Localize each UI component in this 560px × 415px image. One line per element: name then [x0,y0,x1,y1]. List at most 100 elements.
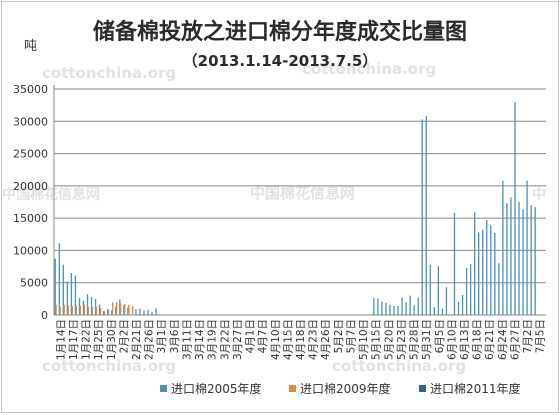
bar-进口棉2009年度 [71,305,73,315]
legend-item-2005: 进口棉2005年度 [160,380,262,397]
y-tick-label: 25000 [13,148,48,161]
bar-进口棉2005年度 [103,311,105,315]
bar-进口棉2005年度 [469,263,472,315]
x-tick-label: 5月2日 [333,319,345,353]
x-tick-label: 2月2日 [118,319,130,353]
x-tick-label: 6月10日 [446,319,458,360]
bar-进口棉2005年度 [151,311,153,315]
bar-进口棉2009年度 [59,306,61,315]
bar-进口棉2009年度 [103,311,106,315]
bar-进口棉2005年度 [453,212,456,315]
x-tick-label: 3月14日 [194,319,206,360]
x-tick-label: 4月26日 [320,319,332,360]
y-tick-label: 30000 [13,115,48,128]
bar-进口棉2005年度 [490,225,492,315]
bar-进口棉2005年度 [98,304,101,315]
legend-item-2009: 进口棉2009年度 [289,380,391,397]
bar-进口棉2005年度 [94,298,97,315]
bar-进口棉2005年度 [465,267,468,315]
bar-进口棉2005年度 [429,264,431,315]
x-tick-label: 7月2日 [522,319,534,353]
bar-进口棉2005年度 [421,119,423,315]
bar-进口棉2005年度 [54,258,56,315]
bar-进口棉2005年度 [70,273,73,315]
x-tick-label: 3月27日 [232,319,244,360]
x-tick-label: 6月5日 [434,319,446,353]
x-tick-label: 3月11日 [182,319,194,360]
x-tick-label: 5月28日 [409,319,421,360]
y-tick-label: 35000 [13,83,48,96]
bar-进口棉2009年度 [75,305,77,315]
y-tick-label: 15000 [13,212,48,225]
x-tick-label: 3月19日 [207,319,219,360]
legend-label-2011: 进口棉2011年度 [430,382,521,396]
bar-进口棉2009年度 [83,304,86,315]
bar-进口棉2009年度 [128,304,130,315]
y-tick-label: 5000 [20,277,48,290]
x-tick-label: 5月15日 [371,319,383,360]
bar-进口棉2005年度 [413,305,415,315]
bar-进口棉2005年度 [478,232,480,315]
bar-进口棉2005年度 [441,308,444,315]
bar-进口棉2009年度 [107,309,110,315]
y-axis-unit-label: 吨 [24,39,38,54]
bar-进口棉2009年度 [91,307,94,315]
bar-进口棉2005年度 [486,220,488,315]
x-tick-label: 6月27日 [510,319,522,360]
bar-进口棉2005年度 [405,302,407,315]
bar-进口棉2005年度 [417,297,419,315]
x-tick-label: 4月1日 [245,319,257,353]
bar-进口棉2005年度 [66,281,68,315]
bar-进口棉2009年度 [67,305,69,315]
bar-进口棉2005年度 [397,305,399,315]
x-tick-label: 5月23日 [396,319,408,360]
bar-进口棉2005年度 [377,298,379,315]
bar-进口棉2009年度 [55,304,57,315]
bar-进口棉2005年度 [111,310,113,315]
bar-进口棉2005年度 [433,307,435,315]
bar-进口棉2005年度 [457,302,460,315]
x-tick-label: 6月18日 [472,319,484,360]
bar-进口棉2005年度 [437,265,440,315]
x-tick-label: 4月18日 [295,319,307,360]
bar-进口棉2005年度 [147,309,149,315]
bar-进口棉2005年度 [389,304,391,315]
bar-进口棉2005年度 [502,180,504,315]
bar-进口棉2005年度 [143,310,145,315]
bar-进口棉2005年度 [425,116,427,316]
bar-进口棉2005年度 [445,287,448,315]
x-tick-label: 1月17日 [68,319,80,360]
bar-进口棉2005年度 [127,307,129,315]
x-tick-label: 2月26日 [144,319,156,360]
bar-进口棉2005年度 [119,299,121,315]
chart-subtitle: （2013.1.14-2013.7.5） [182,52,378,70]
y-tick-label: 0 [41,309,48,322]
x-tick-label: 1月22日 [81,319,93,360]
bar-进口棉2009年度 [79,305,81,315]
x-tick-label: 5月31日 [421,319,433,360]
bar-进口棉2005年度 [373,298,375,315]
x-tick-label: 1月30日 [106,319,118,360]
bar-进口棉2005年度 [534,207,536,315]
x-tick-label: 1月25日 [93,319,105,360]
bar-进口棉2005年度 [107,309,109,315]
bar-进口棉2005年度 [381,301,383,315]
x-tick-label: 5月7日 [346,319,358,353]
bar-进口棉2005年度 [514,101,516,315]
bar-进口棉2005年度 [86,294,89,315]
x-tick-label: 4月15日 [282,319,294,360]
x-tick-label: 3月22日 [219,319,231,360]
x-tick-label: 5月20日 [383,319,395,360]
bar-进口棉2005年度 [135,309,137,315]
x-tick-label: 5月10日 [358,319,370,360]
bar-进口棉2009年度 [132,305,134,315]
x-tick-label: 3月6日 [169,319,181,353]
x-tick-label: 4月7日 [257,319,269,353]
bar-进口棉2009年度 [95,306,98,315]
x-tick-label: 6月13日 [459,319,471,360]
bar-进口棉2005年度 [522,209,524,315]
bar-进口棉2005年度 [90,296,93,315]
bar-进口棉2009年度 [63,304,65,315]
x-tick-label: 4月10日 [270,319,282,360]
legend-label-2009: 进口棉2009年度 [300,382,391,396]
